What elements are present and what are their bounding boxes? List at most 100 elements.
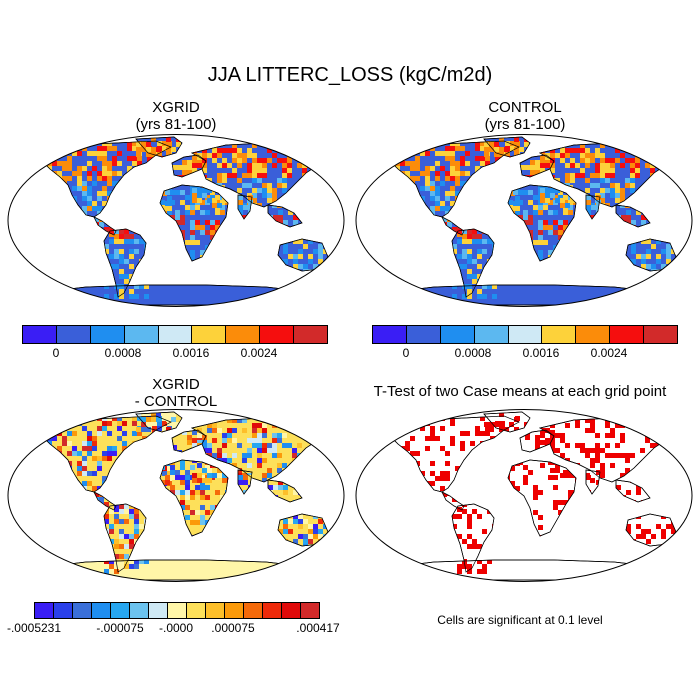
grid-cell — [107, 201, 112, 206]
grid-cell — [114, 504, 119, 509]
grid-cell — [47, 421, 52, 426]
grid-cell — [660, 193, 665, 198]
grid-cell — [109, 504, 114, 509]
grid-cell — [515, 206, 520, 211]
greenland-coastline — [483, 411, 531, 433]
grid-cell — [144, 549, 149, 554]
grid-cell — [170, 500, 175, 505]
grid-cell — [200, 485, 205, 490]
grid-cell — [77, 216, 82, 221]
grid-cell — [102, 171, 107, 176]
grid-cell — [94, 217, 99, 222]
grid-cell — [626, 220, 631, 225]
grid-cell — [573, 505, 578, 510]
grid-cell — [302, 458, 307, 463]
grid-cell — [515, 451, 520, 456]
grid-cell — [630, 143, 635, 148]
grid-cell — [596, 215, 601, 220]
grid-cell — [257, 453, 262, 458]
grid-cell — [127, 461, 132, 466]
grid-cell — [462, 234, 467, 239]
grid-cell — [144, 509, 149, 514]
grid-cell — [530, 160, 535, 165]
grid-cell — [137, 451, 142, 456]
grid-cell — [425, 436, 430, 441]
grid-cell — [573, 240, 578, 245]
grid-cell — [646, 254, 651, 259]
grid-cell — [127, 456, 132, 461]
grid-cell — [563, 470, 568, 475]
grid-cell — [513, 220, 518, 225]
grid-cell — [277, 463, 282, 468]
grid-cell — [210, 190, 215, 195]
grid-cell — [645, 438, 650, 443]
cbar1-label: 0 — [52, 346, 60, 360]
grid-cell — [495, 176, 500, 181]
grid-cell — [528, 535, 533, 540]
grid-cell — [42, 476, 47, 481]
grid-cell — [42, 186, 47, 191]
grid-cell — [307, 423, 312, 428]
grid-cell — [585, 418, 590, 423]
grid-cell — [107, 166, 112, 171]
grid-cell — [107, 171, 112, 176]
grid-cell — [104, 249, 109, 254]
grid-cell — [293, 490, 298, 495]
grid-cell — [215, 240, 220, 245]
grid-cell — [165, 475, 170, 480]
grid-cell — [292, 418, 297, 423]
grid-cell — [232, 193, 237, 198]
grid-cell — [650, 173, 655, 178]
grid-cell — [465, 216, 470, 221]
colorbar-swatch — [56, 326, 91, 343]
grid-cell — [57, 171, 62, 176]
grid-cell — [82, 181, 87, 186]
grid-cell — [170, 515, 175, 520]
grid-cell — [508, 255, 513, 260]
grid-cell — [72, 431, 77, 436]
grid-cell — [490, 476, 495, 481]
grid-cell — [630, 163, 635, 168]
grid-cell — [107, 161, 112, 166]
grid-cell — [435, 206, 440, 211]
grid-cell — [323, 269, 328, 274]
grid-cell — [646, 249, 651, 254]
grid-cell — [475, 461, 480, 466]
grid-cell — [615, 443, 620, 448]
grid-cell — [543, 535, 548, 540]
grid-cell — [210, 235, 215, 240]
grid-cell — [117, 421, 122, 426]
grid-cell — [524, 142, 529, 147]
grid-cell — [560, 158, 565, 163]
grid-cell — [107, 451, 112, 456]
grid-cell — [212, 428, 217, 433]
grid-cell — [257, 443, 262, 448]
grid-cell — [317, 443, 322, 448]
grid-cell — [661, 264, 666, 269]
grid-cell — [302, 473, 307, 478]
grid-cell — [630, 423, 635, 428]
grid-cell — [112, 416, 117, 421]
grid-cell — [523, 215, 528, 220]
grid-cell — [646, 225, 651, 230]
cbar2-label: 0.0024 — [590, 346, 628, 360]
grid-cell — [210, 240, 215, 245]
grid-cell — [42, 431, 47, 436]
grid-cell — [200, 535, 205, 540]
grid-cell — [151, 147, 156, 152]
grid-cell — [293, 205, 298, 210]
grid-cell — [318, 244, 323, 249]
grid-cell — [510, 481, 515, 486]
grid-cell — [317, 438, 322, 443]
grid-cell — [500, 441, 505, 446]
grid-cell — [293, 514, 298, 519]
grid-cell — [185, 205, 190, 210]
grid-cell — [656, 239, 661, 244]
grid-cell — [185, 505, 190, 510]
grid-cell — [495, 471, 500, 476]
grid-cell — [500, 456, 505, 461]
grid-cell — [220, 500, 225, 505]
grid-cell — [277, 468, 282, 473]
grid-cell — [82, 481, 87, 486]
grid-cell — [480, 476, 485, 481]
